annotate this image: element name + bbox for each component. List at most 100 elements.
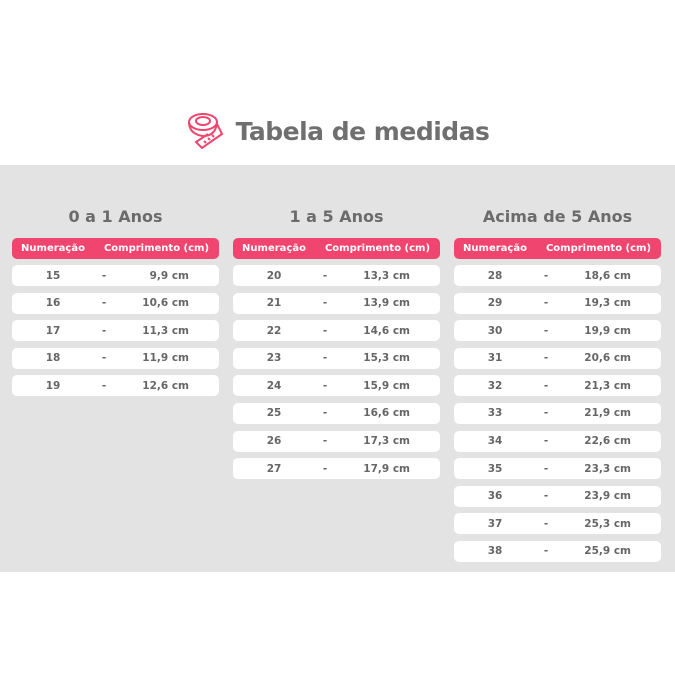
length-cell: 13,9 cm: [363, 297, 410, 310]
table-header: Numeração Comprimento (cm): [12, 238, 219, 259]
header-size: Numeração: [463, 243, 527, 254]
table-row: 23 - 15,3 cm: [233, 347, 440, 369]
length-cell: 19,9 cm: [584, 324, 631, 337]
separator: -: [322, 324, 328, 337]
separator: -: [543, 379, 549, 392]
separator: -: [543, 462, 549, 475]
table-row: 16 - 10,6 cm: [12, 292, 219, 314]
length-cell: 16,6 cm: [363, 407, 410, 420]
separator: -: [322, 435, 328, 448]
separator: -: [322, 379, 328, 392]
size-cell: 33: [487, 407, 503, 420]
group-title: 1 a 5 Anos: [289, 207, 384, 226]
table-row: 20 - 13,3 cm: [233, 265, 440, 286]
page-header: Tabela de medidas: [0, 110, 675, 152]
separator: -: [322, 407, 328, 420]
separator: -: [322, 462, 328, 475]
separator: -: [101, 352, 107, 365]
group-over-5-years: Acima de 5 Anos Numeração Comprimento (cm…: [454, 207, 661, 562]
separator: -: [543, 352, 549, 365]
length-cell: 19,3 cm: [584, 297, 631, 310]
table-row: 15 - 9,9 cm: [12, 265, 219, 286]
size-cell: 30: [487, 324, 503, 337]
table-header: Numeração Comprimento (cm): [233, 238, 440, 259]
length-cell: 25,3 cm: [584, 517, 631, 530]
table-row: 27 - 17,9 cm: [233, 458, 440, 480]
size-cell: 16: [45, 297, 61, 310]
size-cell: 20: [266, 269, 282, 282]
size-cell: 36: [487, 490, 503, 503]
length-cell: 15,9 cm: [363, 379, 410, 392]
size-cell: 32: [487, 379, 503, 392]
separator: -: [101, 379, 107, 392]
measuring-tape-icon: [187, 113, 223, 150]
separator: -: [322, 269, 328, 282]
separator: -: [543, 324, 549, 337]
separator: -: [101, 269, 107, 282]
header-length: Comprimento (cm): [103, 243, 210, 254]
length-cell: 18,6 cm: [584, 269, 631, 282]
table-row: 34 - 22,6 cm: [454, 430, 661, 452]
table-row: 25 - 16,6 cm: [233, 402, 440, 424]
header-size: Numeração: [242, 243, 306, 254]
size-cell: 27: [266, 462, 282, 475]
length-cell: 17,3 cm: [363, 435, 410, 448]
size-cell: 19: [45, 379, 61, 392]
length-cell: 21,3 cm: [584, 379, 631, 392]
length-cell: 21,9 cm: [584, 407, 631, 420]
separator: -: [543, 517, 549, 530]
size-cell: 21: [266, 297, 282, 310]
table-row: 35 - 23,3 cm: [454, 458, 661, 480]
group-title: 0 a 1 Anos: [68, 207, 163, 226]
length-cell: 14,6 cm: [363, 324, 410, 337]
table-header: Numeração Comprimento (cm): [454, 238, 661, 259]
size-cell: 35: [487, 462, 503, 475]
table-row: 22 - 14,6 cm: [233, 320, 440, 342]
length-cell: 25,9 cm: [584, 545, 631, 558]
length-cell: 13,3 cm: [363, 269, 410, 282]
group-1-5-years: 1 a 5 Anos Numeração Comprimento (cm) 20 -…: [233, 207, 440, 480]
table-row: 33 - 21,9 cm: [454, 402, 661, 424]
length-cell: 9,9 cm: [149, 269, 189, 282]
size-cell: 24: [266, 379, 282, 392]
length-cell: 11,3 cm: [142, 324, 189, 337]
separator: -: [101, 324, 107, 337]
length-cell: 23,9 cm: [584, 490, 631, 503]
length-cell: 15,3 cm: [363, 352, 410, 365]
length-cell: 23,3 cm: [584, 462, 631, 475]
size-cell: 15: [45, 269, 61, 282]
length-cell: 10,6 cm: [142, 297, 189, 310]
length-cell: 12,6 cm: [142, 379, 189, 392]
table-row: 29 - 19,3 cm: [454, 292, 661, 314]
separator: -: [543, 435, 549, 448]
size-cell: 25: [266, 407, 282, 420]
size-cell: 34: [487, 435, 503, 448]
table-row: 21 - 13,9 cm: [233, 292, 440, 314]
group-0-1-years: 0 a 1 Anos Numeração Comprimento (cm) 15 -…: [12, 207, 219, 397]
separator: -: [543, 297, 549, 310]
table-row: 24 - 15,9 cm: [233, 375, 440, 397]
table-row: 18 - 11,9 cm: [12, 347, 219, 369]
separator: -: [543, 407, 549, 420]
length-cell: 17,9 cm: [363, 462, 410, 475]
size-cell: 18: [45, 352, 61, 365]
table-row: 26 - 17,3 cm: [233, 430, 440, 452]
separator: -: [543, 545, 549, 558]
header-length: Comprimento (cm): [545, 243, 652, 254]
page-title: Tabela de medidas: [235, 116, 490, 146]
size-cell: 28: [487, 269, 503, 282]
header-length: Comprimento (cm): [324, 243, 431, 254]
table-row: 17 - 11,3 cm: [12, 320, 219, 342]
size-cell: 37: [487, 517, 503, 530]
table-row: 28 - 18,6 cm: [454, 265, 661, 286]
group-title: Acima de 5 Anos: [482, 207, 633, 226]
size-cell: 17: [45, 324, 61, 337]
size-cell: 31: [487, 352, 503, 365]
length-cell: 22,6 cm: [584, 435, 631, 448]
table-row: 30 - 19,9 cm: [454, 320, 661, 342]
size-cell: 26: [266, 435, 282, 448]
size-cell: 22: [266, 324, 282, 337]
separator: -: [101, 297, 107, 310]
size-cell: 23: [266, 352, 282, 365]
separator: -: [543, 490, 549, 503]
